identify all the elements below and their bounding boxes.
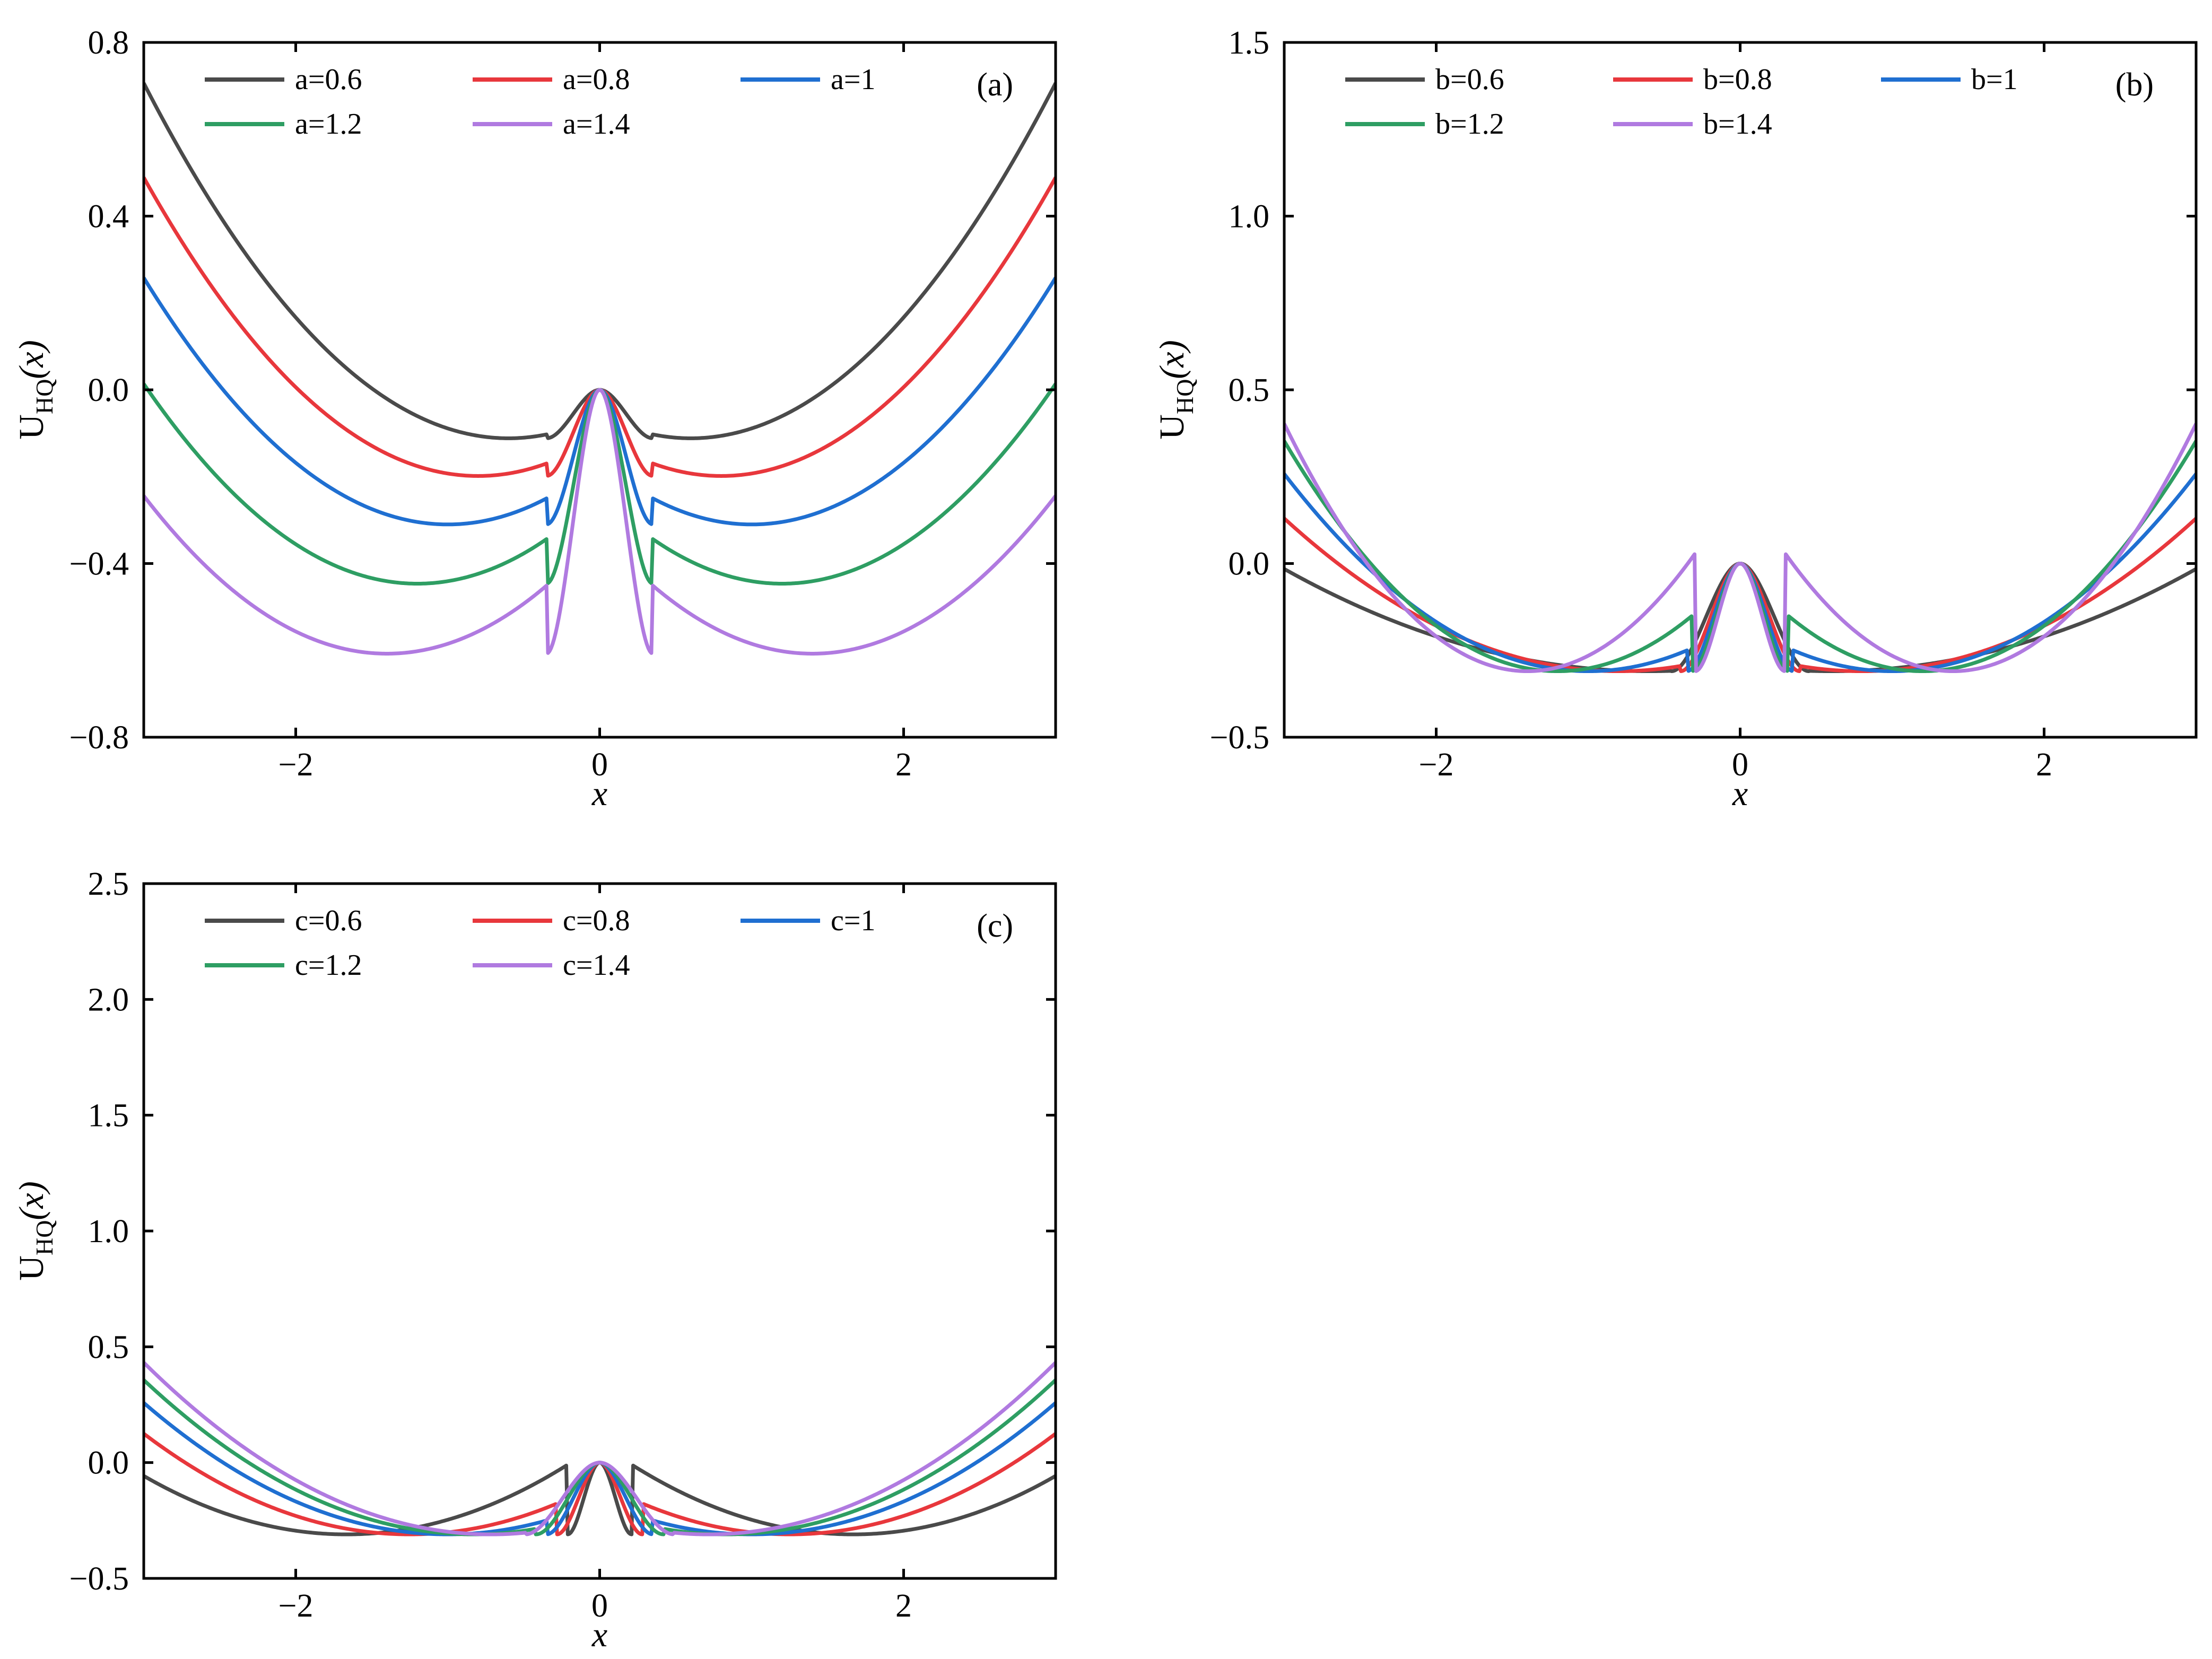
x-tick-label: 0	[591, 747, 608, 783]
y-axis-label: UHQ(x)	[12, 340, 58, 439]
x-axis-label: x	[591, 774, 607, 813]
legend-label: b=1	[1971, 63, 2018, 96]
y-tick-label: 1.5	[88, 1098, 129, 1134]
x-tick-label: −2	[278, 747, 313, 783]
y-tick-label: −0.5	[69, 1561, 129, 1597]
x-tick-label: 2	[895, 1588, 912, 1624]
y-tick-label: 1.5	[1229, 25, 1270, 61]
series-line-b=1	[1284, 473, 2196, 674]
y-tick-label: 0.5	[1229, 372, 1270, 408]
legend-label: c=0.6	[295, 904, 362, 937]
y-tick-label: 0.8	[88, 25, 129, 61]
x-axis-label: x	[591, 1616, 607, 1654]
series-line-c=1	[144, 1401, 1056, 1536]
panel-tag: (b)	[2115, 67, 2154, 103]
x-tick-label: 0	[1732, 747, 1748, 783]
y-tick-label: −0.8	[69, 720, 129, 756]
panel-tag: (c)	[977, 908, 1013, 944]
legend-label: b=0.8	[1703, 63, 1772, 96]
y-tick-label: −0.5	[1210, 720, 1269, 756]
panel-tag: (a)	[977, 67, 1013, 103]
series-line-a=1.2	[144, 382, 1056, 586]
series-group	[1284, 423, 2196, 674]
legend-label: a=1	[831, 63, 875, 96]
y-tick-label: 2.5	[88, 866, 129, 902]
x-tick-label: 0	[591, 1588, 608, 1624]
x-tick-label: 2	[895, 747, 912, 783]
legend-label: a=0.6	[295, 63, 362, 96]
plot-frame	[142, 882, 1057, 1580]
y-tick-label: 1.0	[1229, 199, 1270, 235]
legend-label: c=1	[831, 904, 875, 937]
series-group	[144, 82, 1056, 656]
legend-label: c=0.8	[563, 904, 630, 937]
series-line-a=1.4	[144, 388, 1056, 656]
legend-label: a=1.4	[563, 108, 630, 141]
series-line-c=0.8	[144, 1432, 1056, 1536]
series-group	[144, 1361, 1056, 1536]
y-tick-label: 0.0	[88, 1445, 129, 1481]
y-axis-label: UHQ(x)	[12, 1181, 58, 1280]
series-line-b=1.4	[1284, 423, 2196, 674]
y-axis-label: UHQ(x)	[1153, 340, 1198, 439]
legend-label: b=0.6	[1435, 63, 1504, 96]
y-tick-label: 1.0	[88, 1213, 129, 1250]
x-axis-label: x	[1732, 774, 1748, 813]
panel-c: −2 0 2 −0.5 0.0 0.5 1.0 1.5 2.0 2.5 x UHQ(x) (c) c=0.…	[12, 866, 1057, 1654]
x-tick-label: 2	[2036, 747, 2052, 783]
panel-a: −2 0 2 −0.8 −0.4 0.0 0.4 0.8 x UHQ(x) (a) a=0.6 a=0.…	[12, 25, 1057, 813]
y-tick-label: 2.0	[88, 982, 129, 1018]
series-line-b=1.2	[1284, 440, 2196, 674]
series-line-c=1.4	[144, 1361, 1056, 1536]
legend-label: c=1.2	[295, 949, 362, 982]
y-tick-label: 0.4	[88, 199, 129, 235]
legend-label: a=0.8	[563, 63, 630, 96]
y-tick-label: 0.5	[88, 1329, 129, 1365]
x-tick-label: −2	[278, 1588, 313, 1624]
series-line-a=1	[144, 276, 1056, 527]
y-tick-label: 0.0	[88, 372, 129, 408]
x-tick-label: −2	[1419, 747, 1454, 783]
legend-label: b=1.2	[1435, 108, 1504, 141]
legend-label: a=1.2	[295, 108, 362, 141]
legend-label: c=1.4	[563, 949, 630, 982]
y-tick-label: −0.4	[69, 546, 129, 582]
legend-label: b=1.4	[1703, 108, 1772, 141]
series-line-a=0.8	[144, 177, 1056, 478]
series-line-b=0.8	[1284, 517, 2196, 674]
y-tick-label: 0.0	[1229, 546, 1270, 582]
panel-b: −2 0 2 −0.5 0.0 0.5 1.0 1.5 x UHQ(x) (b) b=0.6 b=0.8…	[1153, 25, 2198, 813]
